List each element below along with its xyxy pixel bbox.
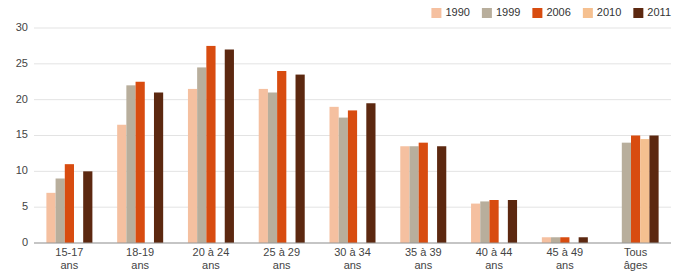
x-axis: 15-17ans18-19ans20 à 24ans25 à 29ans30 à… <box>55 246 648 271</box>
x-tick-label-line: 35 à 39 <box>405 246 442 258</box>
bar <box>117 125 126 243</box>
bar <box>65 164 74 243</box>
legend-item: 1999 <box>482 6 520 18</box>
bar <box>56 179 65 244</box>
legend-item: 1990 <box>431 6 469 18</box>
grid-line <box>34 28 671 29</box>
x-tick-label-line: 15-17 <box>55 246 83 258</box>
legend-label: 2011 <box>647 6 671 18</box>
bar <box>551 237 560 243</box>
y-tick-label: 15 <box>16 128 28 140</box>
bar <box>649 136 658 244</box>
x-tick-label: 40 à 44ans <box>476 246 513 271</box>
x-tick-label-line: 18-19 <box>126 246 154 258</box>
legend-swatch <box>583 8 593 18</box>
legend-swatch <box>482 8 492 18</box>
legend-item: 2006 <box>532 6 570 18</box>
x-tick-label: 25 à 29ans <box>263 246 300 271</box>
y-tick-label: 25 <box>16 57 28 69</box>
legend-item: 2011 <box>633 6 671 18</box>
x-tick-label-line: 25 à 29 <box>263 246 300 258</box>
x-tick-label-line: 45 à 49 <box>546 246 583 258</box>
legend-swatch <box>633 8 643 18</box>
bar <box>126 85 135 243</box>
x-tick-label-line: ans <box>131 259 149 271</box>
bar <box>640 139 649 243</box>
bar <box>197 67 206 243</box>
grid <box>34 28 671 243</box>
y-tick-label: 10 <box>16 164 28 176</box>
bar <box>154 93 163 244</box>
bar <box>206 46 215 243</box>
x-tick-label-line: 20 à 24 <box>193 246 230 258</box>
legend: 1990 1999 2006 2010 2011 <box>431 6 671 18</box>
y-tick-label: 0 <box>22 236 28 248</box>
x-tick-label-line: ans <box>414 259 432 271</box>
bar <box>489 200 498 243</box>
bar <box>579 237 588 243</box>
x-tick-label-line: âges <box>624 259 648 271</box>
chart-container: 05101520253015-17ans18-19ans20 à 24ans25… <box>0 0 681 277</box>
chart-svg: 05101520253015-17ans18-19ans20 à 24ans25… <box>0 0 681 277</box>
x-tick-label-line: ans <box>61 259 79 271</box>
y-tick-label: 30 <box>16 21 28 33</box>
legend-label: 1990 <box>445 6 469 18</box>
bar <box>46 193 55 243</box>
legend-item: 2010 <box>583 6 621 18</box>
bar <box>542 237 551 243</box>
bar <box>259 89 268 243</box>
grid-line <box>34 63 671 64</box>
bar <box>225 50 234 244</box>
bar <box>631 136 640 244</box>
x-tick-label: Tousâges <box>624 246 648 271</box>
x-tick-label: 45 à 49ans <box>546 246 583 271</box>
bar <box>296 75 305 243</box>
x-tick-label-line: ans <box>202 259 220 271</box>
bar <box>400 146 409 243</box>
y-tick-label: 20 <box>16 93 28 105</box>
bar <box>508 200 517 243</box>
legend-label: 2010 <box>597 6 621 18</box>
bar <box>329 107 338 243</box>
bar <box>409 146 418 243</box>
x-axis-line <box>34 243 671 244</box>
bar <box>348 110 357 243</box>
bar <box>339 118 348 243</box>
x-tick-label-line: ans <box>485 259 503 271</box>
bar <box>136 82 145 243</box>
bar <box>188 89 197 243</box>
x-tick-label: 30 à 34ans <box>334 246 371 271</box>
x-tick-label: 18-19ans <box>126 246 154 271</box>
x-tick-label: 20 à 24ans <box>193 246 230 271</box>
grid-line <box>34 243 671 244</box>
y-tick-label: 5 <box>22 200 28 212</box>
bar <box>480 201 489 243</box>
x-tick-label-line: 40 à 44 <box>476 246 513 258</box>
legend-label: 2006 <box>546 6 570 18</box>
legend-label: 1999 <box>496 6 520 18</box>
bar <box>419 143 428 243</box>
x-tick-label-line: Tous <box>624 246 648 258</box>
y-axis: 0 5 10 15 20 25 30 <box>16 21 28 248</box>
legend-swatch <box>431 8 441 18</box>
bar <box>366 103 375 243</box>
x-tick-label-line: ans <box>556 259 574 271</box>
x-tick-label: 35 à 39ans <box>405 246 442 271</box>
bars <box>46 46 658 243</box>
x-tick-label-line: ans <box>344 259 362 271</box>
x-tick-label: 15-17ans <box>55 246 83 271</box>
x-tick-label-line: ans <box>273 259 291 271</box>
bar <box>437 146 446 243</box>
bar <box>622 143 631 243</box>
bar <box>268 93 277 244</box>
legend-swatch <box>532 8 542 18</box>
x-tick-label-line: 30 à 34 <box>334 246 371 258</box>
bar <box>277 71 286 243</box>
bar <box>471 204 480 243</box>
bar <box>83 171 92 243</box>
bar <box>560 237 569 243</box>
